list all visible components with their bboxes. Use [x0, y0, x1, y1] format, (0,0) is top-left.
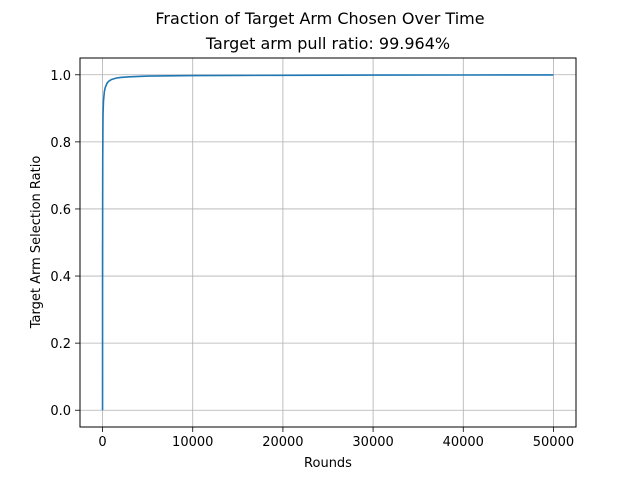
plot-frame	[79, 57, 577, 428]
y-axis-label: Target Arm Selection Ratio	[29, 156, 44, 330]
y-tick-label: 0.0	[50, 404, 71, 419]
grid	[80, 58, 576, 427]
x-tick-label: 10000	[172, 435, 213, 450]
x-axis-ticks: 0 10000 20000 30000 40000 50000	[98, 427, 574, 450]
chart-suptitle: Fraction of Target Arm Chosen Over Time	[155, 9, 484, 28]
y-tick-label: 1.0	[50, 69, 71, 84]
chart-title: Target arm pull ratio: 99.964%	[205, 34, 450, 53]
y-tick-label: 0.6	[50, 203, 71, 218]
x-tick-label: 0	[98, 435, 106, 450]
y-tick-label: 0.2	[50, 337, 71, 352]
x-tick-label: 20000	[262, 435, 303, 450]
plot-area	[101, 74, 554, 411]
series-line	[101, 74, 554, 411]
x-tick-label: 40000	[443, 435, 484, 450]
y-tick-label: 0.4	[50, 270, 71, 285]
x-tick-label: 30000	[352, 435, 393, 450]
y-axis-ticks: 0.0 0.2 0.4 0.6 0.8 1.0	[50, 69, 80, 419]
x-tick-label: 50000	[533, 435, 574, 450]
y-tick-label: 0.8	[50, 136, 71, 151]
x-axis-label: Rounds	[304, 456, 352, 471]
